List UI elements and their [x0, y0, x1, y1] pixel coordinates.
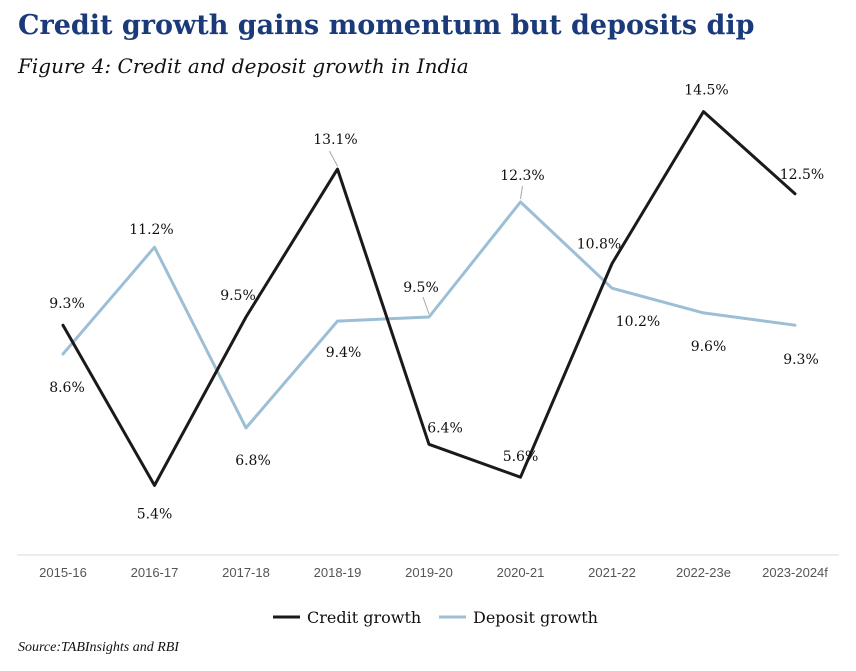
data-label-deposit-growth: 9.6%	[691, 339, 727, 355]
x-tick-label: 2016-17	[131, 565, 179, 580]
leader-line	[520, 185, 523, 200]
x-tick-label: 2021-22	[588, 565, 636, 580]
x-tick-label: 2023-2024f	[762, 565, 828, 580]
x-tick-label: 2022-23e	[676, 565, 731, 580]
data-label-deposit-growth: 12.3%	[500, 168, 544, 184]
data-label-credit-growth: 5.6%	[503, 449, 539, 465]
series-line-credit-growth	[61, 110, 797, 487]
data-label-credit-growth: 13.1%	[313, 132, 357, 148]
x-axis-ticks: 2015-16 2016-17 2017-18 2018-19 2019-20 2020-…	[39, 565, 828, 580]
leader-line	[329, 150, 338, 167]
data-label-credit-growth: 12.5%	[780, 167, 824, 183]
legend-credit-label: Credit growth	[307, 608, 421, 627]
label-leader-lines	[329, 150, 523, 315]
x-tick-label: 2018-19	[314, 565, 362, 580]
chart-subtitle: Figure 4: Credit and deposit growth in I…	[18, 54, 469, 78]
leader-line	[422, 296, 430, 315]
data-label-credit-growth: 5.4%	[137, 506, 173, 522]
source-note: Source:TABInsights and RBI	[18, 640, 179, 655]
data-label-deposit-growth: 11.2%	[129, 222, 173, 238]
data-label-credit-growth: 9.5%	[220, 288, 256, 304]
data-label-deposit-growth: 6.8%	[235, 453, 271, 469]
chart-title: Credit growth gains momentum but deposit…	[18, 10, 755, 41]
x-tick-label: 2020-21	[497, 565, 545, 580]
data-label-deposit-growth: 9.5%	[403, 280, 439, 296]
data-label-deposit-growth: 9.4%	[326, 345, 362, 361]
legend: Credit growth Deposit growth	[273, 608, 598, 627]
data-label-deposit-growth: 9.3%	[783, 352, 819, 368]
x-tick-label: 2019-20	[405, 565, 453, 580]
data-label-deposit-growth: 10.2%	[616, 314, 660, 330]
data-label-credit-growth: 9.3%	[49, 296, 85, 312]
data-label-credit-growth: 10.8%	[577, 237, 621, 253]
series-line-deposit-growth	[61, 200, 797, 430]
data-labels: 9.3% 5.4% 9.5% 13.1% 6.4% 5.6% 10.8% 14.5% 12.5%…	[49, 83, 824, 523]
data-label-deposit-growth: 8.6%	[49, 380, 85, 396]
data-label-credit-growth: 6.4%	[427, 420, 463, 436]
legend-deposit-label: Deposit growth	[473, 608, 598, 627]
x-tick-label: 2017-18	[222, 565, 270, 580]
data-label-credit-growth: 14.5%	[684, 83, 728, 99]
x-tick-label: 2015-16	[39, 565, 87, 580]
